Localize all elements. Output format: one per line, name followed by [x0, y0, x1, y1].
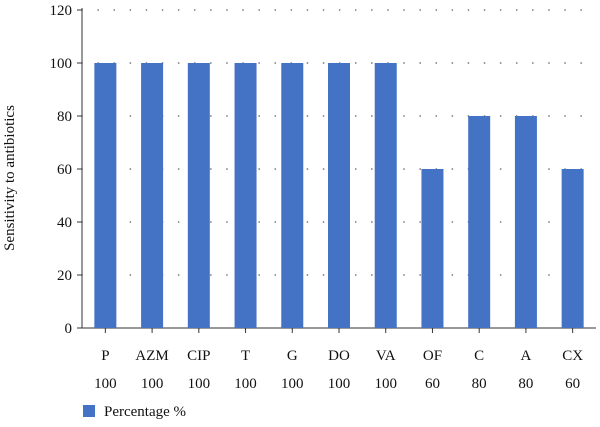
x-tick-label: A — [520, 348, 531, 364]
x-axis-categories: P AZM CIP T G DO VA OF C A CX — [101, 328, 583, 364]
x-tick-label: CX — [562, 348, 583, 364]
x-tick-label: VA — [376, 348, 396, 364]
x-tick-label: OF — [423, 348, 442, 364]
legend-swatch — [83, 405, 95, 417]
y-tick-label: 120 — [50, 3, 73, 19]
value-label: 100 — [188, 376, 211, 392]
bar — [561, 169, 584, 328]
value-label: 100 — [374, 376, 397, 392]
bar — [374, 63, 397, 328]
x-tick-label: G — [287, 348, 298, 364]
value-label: 80 — [518, 376, 533, 392]
x-tick-label: T — [241, 348, 250, 364]
value-label: 100 — [141, 376, 164, 392]
legend-label: Percentage % — [104, 404, 186, 420]
y-tick-label: 20 — [57, 268, 72, 284]
value-label: 100 — [328, 376, 351, 392]
value-label: 60 — [425, 376, 440, 392]
value-label: 80 — [472, 376, 487, 392]
bar — [187, 63, 210, 328]
x-tick-label: CIP — [187, 348, 210, 364]
legend: Percentage % — [83, 404, 186, 420]
x-tick-label: C — [474, 348, 484, 364]
x-tick-label: AZM — [135, 348, 168, 364]
y-axis-ticks: 0 20 40 60 80 100 120 — [50, 3, 82, 337]
bar — [94, 63, 117, 328]
bar — [421, 169, 444, 328]
value-label: 100 — [234, 376, 257, 392]
y-tick-label: 80 — [57, 109, 72, 125]
y-axis-label: Sensitivity to antibiotics — [2, 105, 18, 251]
bar — [234, 63, 257, 328]
value-label: 100 — [94, 376, 117, 392]
bar — [328, 63, 350, 328]
x-tick-label: P — [101, 348, 109, 364]
bar — [141, 63, 164, 328]
bars — [94, 63, 584, 328]
value-labels: 100 100 100 100 100 100 100 60 80 80 60 — [94, 376, 580, 392]
y-tick-label: 40 — [57, 215, 72, 231]
bar — [281, 63, 304, 328]
y-tick-label: 0 — [65, 321, 73, 337]
value-label: 100 — [281, 376, 304, 392]
y-tick-label: 100 — [50, 56, 73, 72]
value-label: 60 — [565, 376, 580, 392]
y-tick-label: 60 — [57, 162, 72, 178]
x-tick-label: DO — [328, 348, 350, 364]
bar — [468, 116, 491, 328]
bar — [514, 116, 537, 328]
